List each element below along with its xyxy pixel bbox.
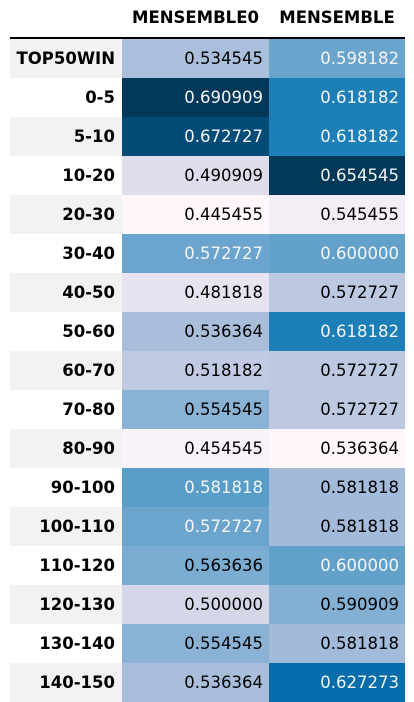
heatmap-cell: 0.554545: [122, 390, 269, 429]
row-label: 40-50: [10, 273, 122, 312]
row-label: 60-70: [10, 351, 122, 390]
heatmap-cell: 0.654545: [269, 156, 405, 195]
row-label: 100-110: [10, 507, 122, 546]
heatmap-cell: 0.581818: [122, 468, 269, 507]
table-row: 120-130 0.500000 0.590909: [10, 585, 405, 624]
table-row: 80-90 0.454545 0.536364: [10, 429, 405, 468]
heatmap-cell: 0.500000: [122, 585, 269, 624]
heatmap-cell: 0.536364: [269, 429, 405, 468]
heatmap-cell: 0.572727: [269, 390, 405, 429]
heatmap-cell: 0.581818: [269, 624, 405, 663]
table-row: 10-20 0.490909 0.654545: [10, 156, 405, 195]
row-label: 10-20: [62, 166, 115, 185]
heatmap-cell: 0.618182: [269, 78, 405, 117]
table-row: 40-50 0.481818 0.572727: [10, 273, 405, 312]
heatmap-cell: 0.690909: [122, 78, 269, 117]
table-row: 140-150 0.536364 0.627273: [10, 663, 405, 702]
row-label: 50-60: [62, 322, 115, 341]
row-label: 140-150: [10, 663, 122, 702]
header-rule: [10, 37, 405, 39]
heatmap-cell: 0.545455: [269, 195, 405, 234]
heatmap-cell: 0.572727: [269, 273, 405, 312]
heatmap-cell: 0.563636: [122, 546, 269, 585]
table-row: 5-10 0.672727 0.618182: [10, 117, 405, 156]
row-label: 80-90: [10, 429, 122, 468]
heatmap-cell: 0.600000: [269, 546, 405, 585]
table-row: 20-30 0.445455 0.545455: [10, 195, 405, 234]
column-header-mensemble: MENSEMBLE: [279, 8, 395, 27]
heatmap-cell: 0.600000: [269, 234, 405, 273]
table-row: 60-70 0.518182 0.572727: [10, 351, 405, 390]
row-label: TOP50WIN: [10, 39, 122, 78]
table-row: 90-100 0.581818 0.581818: [10, 468, 405, 507]
table-row: 0-5 0.690909 0.618182: [10, 78, 405, 117]
heatmap-cell: 0.572727: [122, 234, 269, 273]
row-label: 110-120: [39, 556, 115, 575]
row-label: 5-10: [10, 117, 122, 156]
heatmap-cell: 0.672727: [122, 117, 269, 156]
heatmap-cell: 0.481818: [122, 273, 269, 312]
heatmap-cell: 0.518182: [122, 351, 269, 390]
heatmap-cell: 0.534545: [122, 39, 269, 78]
heatmap-cell: 0.554545: [122, 624, 269, 663]
table-row: 50-60 0.536364 0.618182: [10, 312, 405, 351]
row-label: 130-140: [39, 634, 115, 653]
row-label: 90-100: [50, 478, 115, 497]
table-row: 70-80 0.554545 0.572727: [10, 390, 405, 429]
table-row: 110-120 0.563636 0.600000: [10, 546, 405, 585]
heatmap-cell: 0.445455: [122, 195, 269, 234]
table-row: 100-110 0.572727 0.581818: [10, 507, 405, 546]
heatmap-cell: 0.590909: [269, 585, 405, 624]
table-body: TOP50WIN 0.534545 0.598182 0-5 0.690909 0.618…: [10, 39, 405, 702]
row-label: 0-5: [85, 88, 115, 107]
heatmap-cell: 0.618182: [269, 117, 405, 156]
row-label: 20-30: [10, 195, 122, 234]
heatmap-cell: 0.454545: [122, 429, 269, 468]
heatmap-cell: 0.572727: [269, 351, 405, 390]
row-label: 120-130: [10, 585, 122, 624]
table-row: 130-140 0.554545 0.581818: [10, 624, 405, 663]
heatmap-cell: 0.618182: [269, 312, 405, 351]
column-header-mensemble0: MENSEMBLE0: [132, 8, 259, 27]
table-row: TOP50WIN 0.534545 0.598182: [10, 39, 405, 78]
heatmap-cell: 0.581818: [269, 468, 405, 507]
heatmap-cell: 0.536364: [122, 663, 269, 702]
heatmap-cell: 0.536364: [122, 312, 269, 351]
heatmap-cell: 0.572727: [122, 507, 269, 546]
table-row: 30-40 0.572727 0.600000: [10, 234, 405, 273]
heatmap-cell: 0.581818: [269, 507, 405, 546]
heatmap-cell: 0.627273: [269, 663, 405, 702]
row-label: 70-80: [62, 400, 115, 419]
heatmap-cell: 0.598182: [269, 39, 405, 78]
heatmap-cell: 0.490909: [122, 156, 269, 195]
row-label: 30-40: [62, 244, 115, 263]
